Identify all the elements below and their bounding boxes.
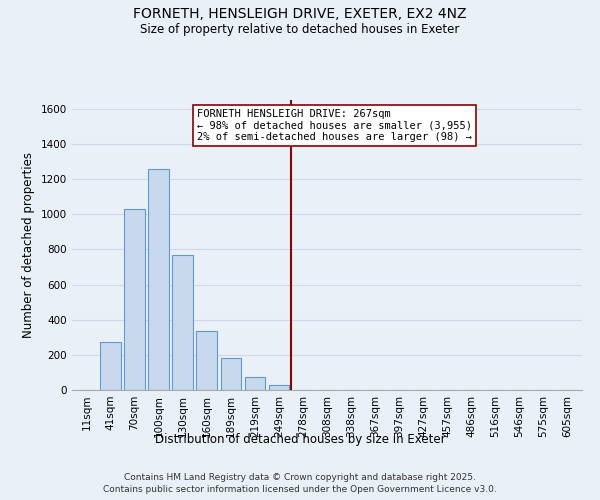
Text: FORNETH, HENSLEIGH DRIVE, EXETER, EX2 4NZ: FORNETH, HENSLEIGH DRIVE, EXETER, EX2 4N… <box>133 8 467 22</box>
Text: Contains public sector information licensed under the Open Government Licence v3: Contains public sector information licen… <box>103 485 497 494</box>
Bar <box>269 384 289 390</box>
Bar <box>148 168 169 390</box>
Y-axis label: Number of detached properties: Number of detached properties <box>22 152 35 338</box>
Bar <box>100 342 121 390</box>
Bar <box>221 358 241 390</box>
Text: FORNETH HENSLEIGH DRIVE: 267sqm
← 98% of detached houses are smaller (3,955)
2% : FORNETH HENSLEIGH DRIVE: 267sqm ← 98% of… <box>197 108 472 142</box>
Text: Contains HM Land Registry data © Crown copyright and database right 2025.: Contains HM Land Registry data © Crown c… <box>124 472 476 482</box>
Bar <box>196 331 217 390</box>
Text: Distribution of detached houses by size in Exeter: Distribution of detached houses by size … <box>155 432 445 446</box>
Bar <box>245 377 265 390</box>
Text: Size of property relative to detached houses in Exeter: Size of property relative to detached ho… <box>140 22 460 36</box>
Bar <box>172 254 193 390</box>
Bar <box>124 209 145 390</box>
